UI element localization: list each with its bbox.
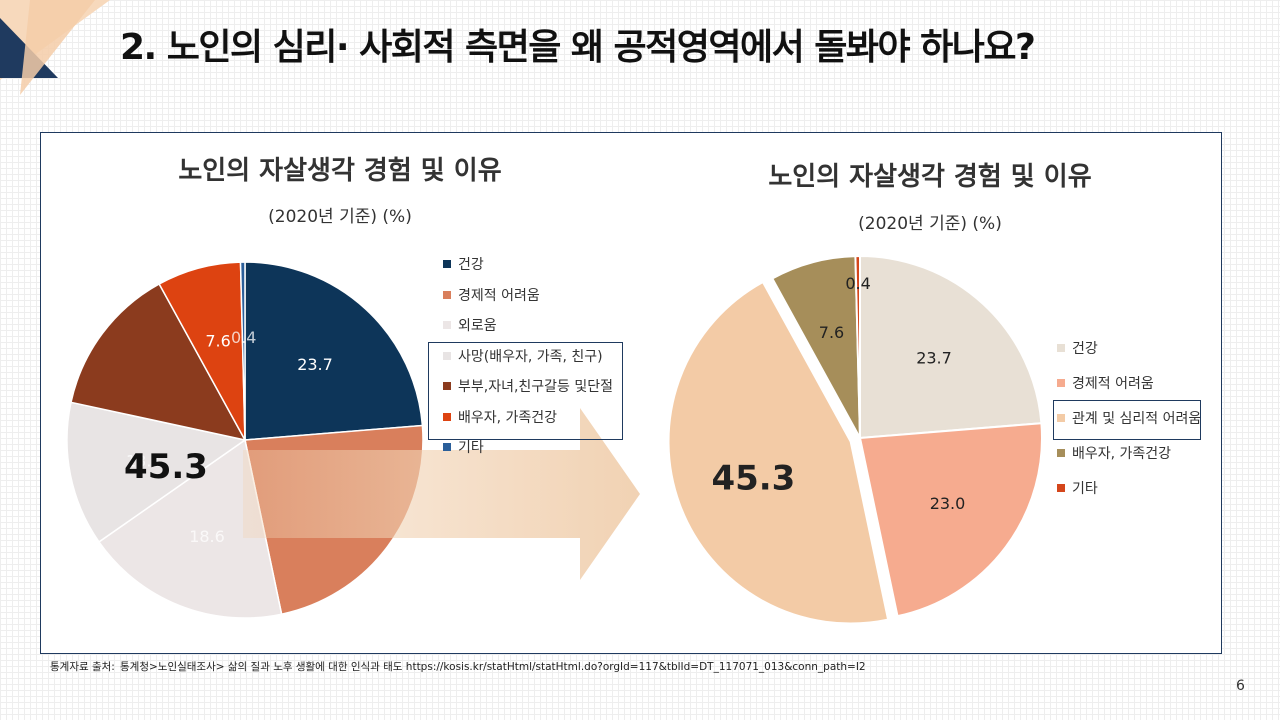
legend-swatch bbox=[443, 290, 451, 299]
left-data-label: 23.7 bbox=[297, 355, 333, 374]
legend-swatch bbox=[1057, 448, 1065, 457]
left-slice-부부-자녀-친구갈등-및단절 bbox=[70, 282, 247, 442]
legend-label: 사망(배우자, 가족, 친구) bbox=[458, 348, 603, 365]
legend-label: 부부,자녀,친구갈등 및단절 bbox=[458, 379, 614, 396]
corner-decoration bbox=[0, 0, 110, 95]
left-slice-사망-배우자-가족-친구 bbox=[66, 401, 247, 543]
left-data-label: 7.6 bbox=[205, 331, 230, 350]
left-legend-item: 부부,자녀,친구갈등 및단절 bbox=[443, 371, 613, 402]
right-pie-chart bbox=[667, 254, 1043, 625]
left-highlight-total: 45.3 bbox=[124, 447, 208, 487]
right-chart-subtitle: (2020년 기준) (%) bbox=[858, 214, 1002, 234]
arrow-group bbox=[243, 408, 640, 580]
legend-swatch bbox=[443, 321, 451, 330]
right-slice-관계-및-심리적-어려움 bbox=[667, 280, 890, 625]
legend-swatch bbox=[1057, 378, 1065, 387]
legend-label: 경제적 어려움 bbox=[458, 287, 540, 304]
legend-label: 기타 bbox=[458, 440, 484, 457]
legend-label: 배우자, 가족건강 bbox=[1072, 445, 1172, 462]
source-text: 통계청>노인실태조사> 삶의 질과 노후 생활에 대한 인식과 태도 https… bbox=[120, 661, 866, 673]
legend-swatch bbox=[1057, 483, 1065, 492]
legend-swatch bbox=[443, 260, 451, 269]
left-slice-외로움 bbox=[97, 438, 283, 619]
source-footer: 통계자료 출처: 통계청>노인실태조사> 삶의 질과 노후 생활에 대한 인식과 … bbox=[50, 660, 1050, 674]
left-chart-title: 노인의 자살생각 경험 및 이유 bbox=[178, 156, 502, 186]
left-pie-chart bbox=[66, 261, 424, 619]
legend-label: 배우자, 가족건강 bbox=[458, 409, 558, 426]
legend-swatch bbox=[443, 443, 451, 452]
left-data-label: 13.1 bbox=[126, 451, 162, 470]
right-data-label: 23.7 bbox=[916, 348, 952, 367]
right-legend-item: 배우자, 가족건강 bbox=[1057, 435, 1201, 470]
legend-label: 경제적 어려움 bbox=[1072, 375, 1154, 392]
legend-swatch bbox=[443, 412, 451, 421]
right-data-label: 23.0 bbox=[930, 494, 966, 513]
legend-label: 건강 bbox=[458, 257, 484, 274]
legend-swatch bbox=[1057, 413, 1065, 422]
legend-label: 관계 및 심리적 어려움 bbox=[1072, 410, 1202, 427]
transition-arrow bbox=[243, 408, 640, 580]
right-data-label: 0.4 bbox=[845, 274, 870, 293]
left-legend-item: 기타 bbox=[443, 432, 613, 463]
right-chart-title: 노인의 자살생각 경험 및 이유 bbox=[768, 162, 1092, 192]
right-data-label: 45.3 bbox=[711, 458, 795, 498]
right-slice-기타 bbox=[854, 254, 861, 439]
right-slice-건강 bbox=[859, 254, 1043, 440]
chart-labels: 23.718.613.17.6 0.445.323.723.045.37.60.4 bbox=[124, 274, 965, 546]
right-legend-item: 경제적 어려움 bbox=[1057, 365, 1201, 400]
legend-label: 기타 bbox=[1072, 480, 1098, 497]
legend-swatch bbox=[443, 351, 451, 360]
right-legend-item: 건강 bbox=[1057, 330, 1201, 365]
left-data-label: 0.4 bbox=[231, 328, 256, 347]
left-legend-item: 외로움 bbox=[443, 310, 613, 341]
left-legend-item: 사망(배우자, 가족, 친구) bbox=[443, 341, 613, 372]
legend-label: 외로움 bbox=[458, 318, 497, 335]
left-legend-item: 배우자, 가족건강 bbox=[443, 402, 613, 433]
legend-swatch bbox=[1057, 343, 1065, 352]
page-number: 6 bbox=[1236, 678, 1245, 694]
left-legend-item: 건강 bbox=[443, 249, 613, 280]
source-label: 통계자료 출처: bbox=[50, 661, 115, 673]
right-slice-경제적-어려움 bbox=[858, 422, 1043, 618]
right-data-label: 7.6 bbox=[819, 323, 844, 342]
legend-swatch bbox=[443, 382, 451, 391]
left-chart-subtitle: (2020년 기준) (%) bbox=[268, 207, 412, 227]
left-slice-기타 bbox=[239, 261, 246, 441]
left-slice-건강 bbox=[244, 261, 424, 441]
left-legend-highlight-box bbox=[428, 342, 623, 440]
right-legend-item: 기타 bbox=[1057, 470, 1201, 505]
right-legend-item: 관계 및 심리적 어려움 bbox=[1057, 400, 1201, 435]
left-data-label: 18.6 bbox=[189, 527, 225, 546]
page-title: 2. 노인의 심리· 사회적 측면을 왜 공적영역에서 돌봐야 하나요? bbox=[120, 27, 1036, 68]
left-legend-item: 경제적 어려움 bbox=[443, 280, 613, 311]
right-legend-highlight-box bbox=[1053, 400, 1201, 440]
legend-label: 건강 bbox=[1072, 340, 1098, 357]
